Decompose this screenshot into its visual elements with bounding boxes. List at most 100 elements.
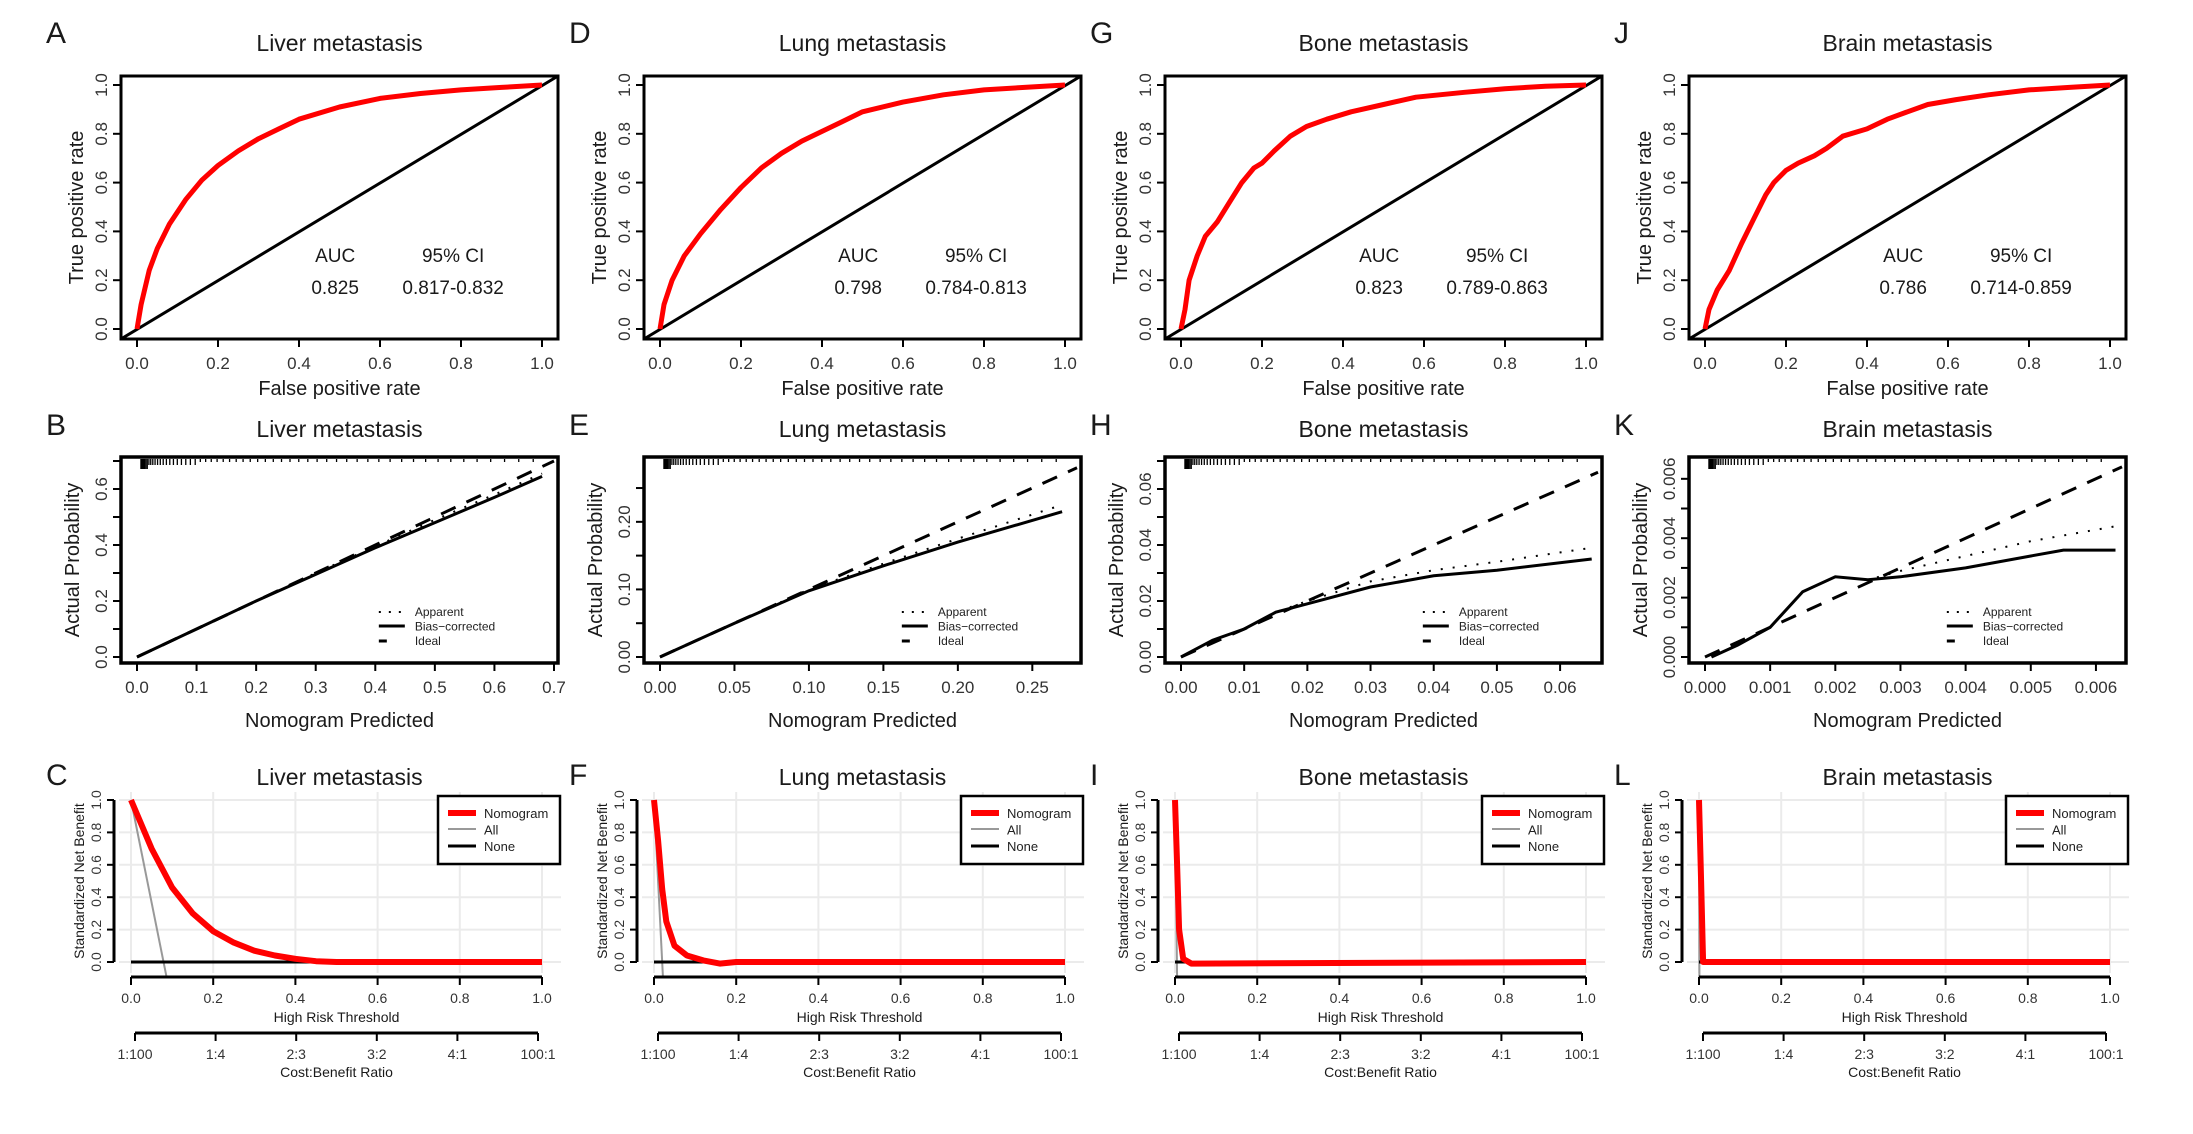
roc-panel-d: D Lung metastasis 0.0 0.2 0.4 0.6 0.8 1.0 0.0 0.2… [569, 17, 1083, 400]
x-tick-label: 0.4 [1855, 354, 1879, 373]
x-axis-label: Nomogram Predicted [245, 710, 434, 732]
y-tick-label: 0.6 [1660, 171, 1679, 195]
x-tick-label: 0.003 [1879, 678, 1922, 697]
x-tick-label: 0.4 [286, 990, 306, 1006]
x-tick-label: 0.8 [972, 354, 996, 373]
x-tick-label: 0.2 [1774, 354, 1798, 373]
cost-benefit-tick-label: 1:100 [117, 1046, 152, 1062]
panel-label: K [1614, 409, 1634, 442]
rug-marks [663, 459, 1057, 469]
y-tick-label: 0.6 [611, 855, 627, 875]
cost-benefit-tick-label: 3:2 [1411, 1046, 1431, 1062]
auc-header: AUC [1883, 246, 1923, 267]
y-tick-label: 0.6 [1656, 855, 1672, 875]
cost-benefit-tick-label: 1:100 [640, 1046, 675, 1062]
cost-benefit-tick-label: 4:1 [448, 1046, 468, 1062]
legend-label: None [1528, 839, 1559, 854]
x-tick-label: 0.03 [1354, 678, 1387, 697]
panel-label: D [569, 17, 591, 50]
legend-label: All [1528, 823, 1543, 838]
x-tick-label: 0.3 [304, 678, 328, 697]
x-tick-label: 0.7 [542, 678, 566, 697]
y-tick-label: 0.4 [1656, 887, 1672, 907]
roc-curve [134, 82, 543, 330]
cost-benefit-tick-label: 100:1 [1564, 1046, 1599, 1062]
nomogram-curve [651, 799, 1065, 967]
x-tick-label: 1.0 [1053, 354, 1077, 373]
panel-title: Liver metastasis [256, 30, 422, 56]
x-tick-label: 0.6 [1412, 990, 1432, 1006]
legend-label: Ideal [1459, 634, 1485, 648]
legend-label: All [2052, 823, 2067, 838]
y-tick-label: 0.0 [615, 317, 634, 341]
ideal-line [1704, 465, 2123, 659]
legend-label: None [1007, 839, 1038, 854]
x-axis-label: Nomogram Predicted [1289, 710, 1478, 732]
ci-value: 0.714-0.859 [1970, 278, 2071, 299]
x-tick-label: 0.2 [206, 354, 230, 373]
legend-box [436, 794, 562, 866]
cost-benefit-tick-label: 3:2 [1935, 1046, 1955, 1062]
decision-curve-panel-c: C Liver metastasis0.00.20.40.60.81.0Stand… [46, 759, 562, 1080]
legend-label: Apparent [1459, 605, 1508, 619]
y-axis-label: True positive rate [1110, 131, 1132, 285]
x-tick-label: 0.8 [2018, 990, 2038, 1006]
x-tick-label: 0.1 [185, 678, 209, 697]
x-tick-label: 0.4 [1331, 354, 1355, 373]
bias-corrected-line [1710, 548, 2116, 659]
y-tick-label: 0.6 [1136, 171, 1155, 195]
plot-frame [119, 455, 560, 665]
x-tick-label: 0.000 [1684, 678, 1727, 697]
x-tick-label: 0.8 [1493, 354, 1517, 373]
y-tick-label: 0.02 [1136, 584, 1155, 617]
y-tick-label: 0.000 [1660, 636, 1679, 679]
x-tick-label: 0.6 [368, 990, 388, 1006]
cost-benefit-tick-label: 100:1 [520, 1046, 555, 1062]
y-tick-label: 0.4 [92, 533, 111, 557]
x-axis-label: False positive rate [781, 378, 943, 400]
x-tick-label: 0.05 [1480, 678, 1513, 697]
rug-marks [1184, 459, 1578, 469]
x-axis-label: False positive rate [1302, 378, 1464, 400]
ideal-line [659, 466, 1078, 659]
y-tick-label: 0.8 [92, 122, 111, 146]
x-tick-label: 0.0 [648, 354, 672, 373]
cost-benefit-tick-label: 1:4 [1774, 1046, 1794, 1062]
x-tick-label: 1.0 [1576, 990, 1596, 1006]
y-tick-label: 0.2 [92, 268, 111, 292]
x-tick-label: 0.5 [423, 678, 447, 697]
y-tick-label: 0.2 [1132, 920, 1148, 940]
legend-label: Apparent [938, 605, 987, 619]
y-axis-label: True positive rate [66, 131, 88, 285]
roc-curve [1702, 82, 2111, 330]
reference-diagonal-line [1688, 74, 2127, 341]
roc-curve [657, 82, 1066, 330]
cost-benefit-tick-label: 2:3 [1854, 1046, 1874, 1062]
y-tick-label: 0.006 [1660, 458, 1679, 501]
x-tick-label: 0.6 [368, 354, 392, 373]
panel-label: A [46, 17, 66, 50]
y-tick-label: 0.8 [1136, 122, 1155, 146]
legend-label: All [484, 823, 499, 838]
x-tick-label: 0.4 [809, 990, 829, 1006]
ideal-line [136, 459, 555, 659]
cost-benefit-tick-label: 100:1 [1043, 1046, 1078, 1062]
y-tick-label: 0.002 [1660, 576, 1679, 619]
y-tick-label: 0.4 [92, 220, 111, 244]
apparent-line [1711, 525, 2116, 658]
x-tick-label: 0.04 [1417, 678, 1450, 697]
panel-title: Lung metastasis [779, 30, 946, 56]
legend-label: Ideal [415, 634, 441, 648]
auc-value: 0.825 [311, 278, 359, 299]
x-tick-label: 0.4 [810, 354, 834, 373]
y-tick-label: 1.0 [1656, 790, 1672, 810]
legend-label: Apparent [1983, 605, 2032, 619]
roc-panel-j: J Brain metastasis 0.0 0.2 0.4 0.6 0.8 1.0 0.0 0.… [1614, 17, 2128, 400]
nomogram-curve [1696, 799, 2110, 965]
ideal-line [1180, 470, 1599, 659]
roc-curve [1178, 82, 1587, 330]
x-tick-label: 0.2 [1250, 354, 1274, 373]
panel-title: Bone metastasis [1298, 416, 1468, 442]
